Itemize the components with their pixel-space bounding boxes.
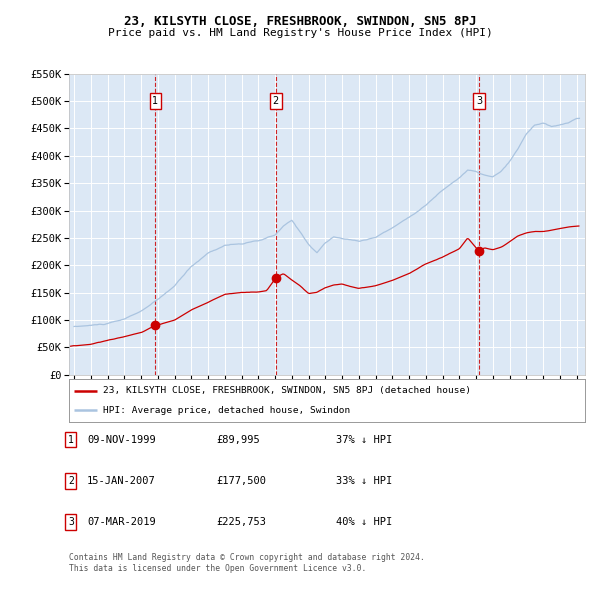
Text: £225,753: £225,753 — [216, 517, 266, 527]
Text: 1: 1 — [152, 96, 158, 106]
Text: £89,995: £89,995 — [216, 435, 260, 444]
Text: 2: 2 — [272, 96, 279, 106]
Text: 23, KILSYTH CLOSE, FRESHBROOK, SWINDON, SN5 8PJ (detached house): 23, KILSYTH CLOSE, FRESHBROOK, SWINDON, … — [103, 386, 470, 395]
Text: 09-NOV-1999: 09-NOV-1999 — [87, 435, 156, 444]
Text: 3: 3 — [68, 517, 74, 527]
Text: 07-MAR-2019: 07-MAR-2019 — [87, 517, 156, 527]
Text: HPI: Average price, detached house, Swindon: HPI: Average price, detached house, Swin… — [103, 406, 350, 415]
Text: 33% ↓ HPI: 33% ↓ HPI — [336, 476, 392, 486]
Text: Contains HM Land Registry data © Crown copyright and database right 2024.: Contains HM Land Registry data © Crown c… — [69, 553, 425, 562]
Text: 37% ↓ HPI: 37% ↓ HPI — [336, 435, 392, 444]
Text: £177,500: £177,500 — [216, 476, 266, 486]
Text: 2: 2 — [68, 476, 74, 486]
Text: 23, KILSYTH CLOSE, FRESHBROOK, SWINDON, SN5 8PJ: 23, KILSYTH CLOSE, FRESHBROOK, SWINDON, … — [124, 15, 476, 28]
Text: 15-JAN-2007: 15-JAN-2007 — [87, 476, 156, 486]
Text: Price paid vs. HM Land Registry's House Price Index (HPI): Price paid vs. HM Land Registry's House … — [107, 28, 493, 38]
Text: 1: 1 — [68, 435, 74, 444]
Text: This data is licensed under the Open Government Licence v3.0.: This data is licensed under the Open Gov… — [69, 565, 367, 573]
Text: 40% ↓ HPI: 40% ↓ HPI — [336, 517, 392, 527]
Text: 3: 3 — [476, 96, 482, 106]
